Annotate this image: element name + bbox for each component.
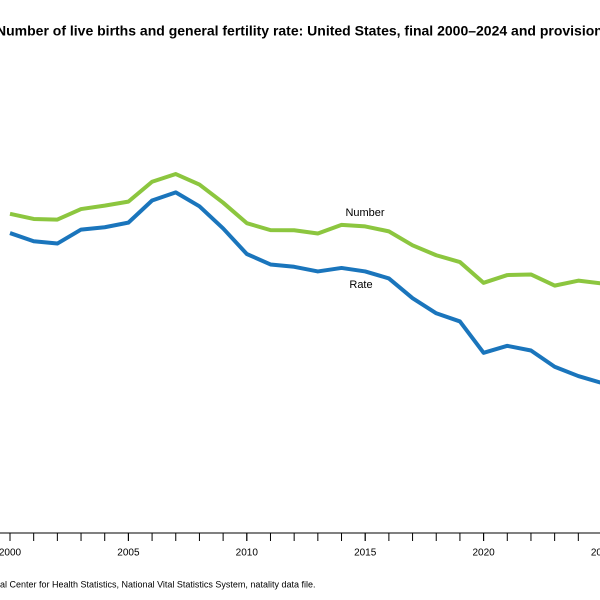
- x-tick-label: 2025: [591, 548, 600, 559]
- x-tick-label: 2015: [354, 548, 377, 559]
- chart-title: Number of live births and general fertil…: [0, 23, 600, 39]
- series-line: [9, 190, 600, 385]
- x-tick-label: 2010: [236, 548, 259, 559]
- x-tick-label: 2000: [0, 548, 22, 559]
- x-tick-label: 2020: [472, 548, 495, 559]
- source-note: al Center for Health Statistics, Nationa…: [0, 579, 315, 589]
- x-tick-label: 2005: [117, 548, 140, 559]
- series-line: [9, 172, 600, 288]
- series-label: Number: [345, 207, 384, 219]
- series-label: Rate: [349, 279, 372, 291]
